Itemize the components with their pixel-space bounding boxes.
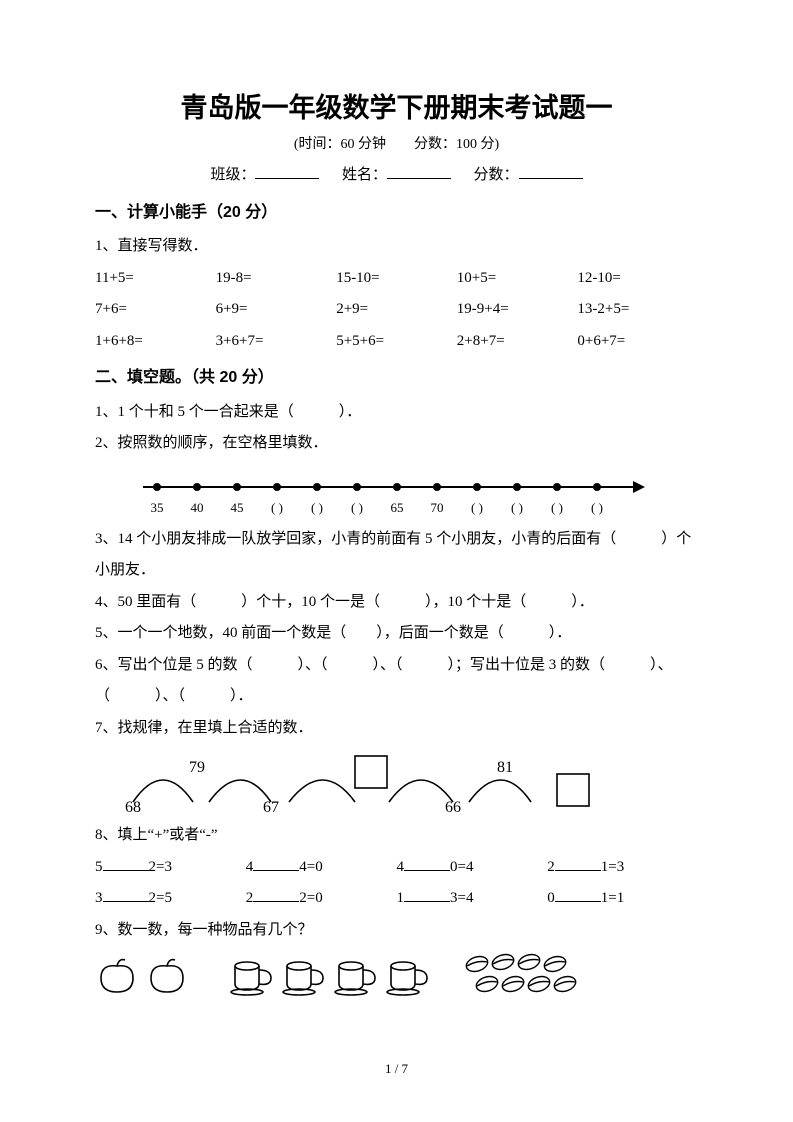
op-blank[interactable] bbox=[555, 887, 601, 902]
q8-cell: 13=4 bbox=[397, 883, 548, 915]
calc-cell: 11+5= bbox=[95, 263, 216, 295]
number-line-dot bbox=[193, 483, 201, 491]
op-blank[interactable] bbox=[253, 887, 299, 902]
s2-q5: 5、一个一个地数，40 前面一个数是（ ），后面一个数是（ ）． bbox=[95, 618, 698, 650]
bean-icon bbox=[463, 952, 583, 998]
q7-diagram: 68 79 67 66 81 bbox=[113, 750, 633, 820]
number-line-dot bbox=[473, 483, 481, 491]
score-label: 分数： bbox=[474, 167, 519, 183]
q7-n-b: 79 bbox=[189, 759, 205, 776]
q9-illustrations bbox=[95, 952, 698, 998]
number-line-label: 40 bbox=[191, 494, 204, 521]
number-line-label: ( ) bbox=[471, 494, 483, 521]
q8-row: 32=5 22=0 13=4 01=1 bbox=[95, 883, 698, 915]
q8-cell: 21=3 bbox=[547, 852, 698, 884]
s1-q1-label: 1、直接写得数． bbox=[95, 231, 698, 263]
calc-cell: 15-10= bbox=[336, 263, 457, 295]
number-line-label: ( ) bbox=[511, 494, 523, 521]
calc-cell: 2+8+7= bbox=[457, 326, 578, 358]
calc-grid: 11+5= 19-8= 15-10= 10+5= 12-10= 7+6= 6+9… bbox=[95, 263, 698, 358]
s2-q7: 7、找规律，在里填上合适的数． bbox=[95, 713, 698, 745]
q8-cell: 40=4 bbox=[397, 852, 548, 884]
number-line-label: 35 bbox=[151, 494, 164, 521]
calc-cell: 13-2+5= bbox=[577, 294, 698, 326]
page-title: 青岛版一年级数学下册期末考试题一 bbox=[95, 90, 698, 128]
number-line: 35 40 45 ( ) ( ) ( ) 65 70 ( ) ( ) ( ) ( ) bbox=[143, 478, 643, 518]
section-2-heading: 二、填空题。（共 20 分） bbox=[95, 361, 698, 395]
s2-q6: 6、写出个位是 5 的数（ ）、（ ）、（ ）；写出十位是 3 的数（ ）、（ … bbox=[95, 650, 698, 713]
op-blank[interactable] bbox=[404, 887, 450, 902]
q8-cell: 32=5 bbox=[95, 883, 246, 915]
number-line-dot bbox=[273, 483, 281, 491]
number-line-dot bbox=[353, 483, 361, 491]
q7-n-e: 81 bbox=[497, 759, 513, 776]
number-line-dot bbox=[153, 483, 161, 491]
calc-cell: 19-8= bbox=[216, 263, 337, 295]
calc-cell: 0+6+7= bbox=[577, 326, 698, 358]
class-blank[interactable] bbox=[255, 164, 319, 179]
q7-n-c: 67 bbox=[263, 799, 279, 816]
s2-q1: 1、1 个十和 5 个一合起来是（ ）． bbox=[95, 397, 698, 429]
s2-q2: 2、按照数的顺序，在空格里填数． bbox=[95, 428, 698, 460]
score-blank[interactable] bbox=[519, 164, 583, 179]
calc-row: 11+5= 19-8= 15-10= 10+5= 12-10= bbox=[95, 263, 698, 295]
number-line-dot bbox=[553, 483, 561, 491]
number-line-label: ( ) bbox=[271, 494, 283, 521]
number-line-label: ( ) bbox=[351, 494, 363, 521]
q7-n-d: 66 bbox=[445, 799, 461, 816]
cup-icon bbox=[229, 954, 429, 996]
number-line-label: ( ) bbox=[551, 494, 563, 521]
q8-row: 52=3 44=0 40=4 21=3 bbox=[95, 852, 698, 884]
s2-q8: 8、填上“+”或者“-” bbox=[95, 820, 698, 852]
q8-cell: 52=3 bbox=[95, 852, 246, 884]
number-line-label: 45 bbox=[231, 494, 244, 521]
op-blank[interactable] bbox=[253, 856, 299, 871]
section-1-heading: 一、计算小能手（20 分） bbox=[95, 196, 698, 230]
info-line: 班级： 姓名： 分数： bbox=[95, 160, 698, 192]
op-blank[interactable] bbox=[404, 856, 450, 871]
q7-n-a: 68 bbox=[125, 799, 141, 816]
calc-cell: 10+5= bbox=[457, 263, 578, 295]
page-number: 1 / 7 bbox=[0, 1055, 793, 1082]
calc-cell: 1+6+8= bbox=[95, 326, 216, 358]
number-line-dot bbox=[233, 483, 241, 491]
calc-row: 7+6= 6+9= 2+9= 19-9+4= 13-2+5= bbox=[95, 294, 698, 326]
number-line-label: 65 bbox=[391, 494, 404, 521]
number-line-label: ( ) bbox=[591, 494, 603, 521]
arrow-right-icon bbox=[633, 481, 645, 493]
s2-q3: 3、14 个小朋友排成一队放学回家，小青的前面有 5 个小朋友，小青的后面有（ … bbox=[95, 524, 698, 587]
number-line-label: 70 bbox=[431, 494, 444, 521]
q8-cell: 22=0 bbox=[246, 883, 397, 915]
q8-cell: 01=1 bbox=[547, 883, 698, 915]
number-line-label: ( ) bbox=[311, 494, 323, 521]
apple-icon bbox=[95, 954, 195, 996]
q8-grid: 52=3 44=0 40=4 21=3 32=5 22=0 13=4 01=1 bbox=[95, 852, 698, 915]
calc-cell: 3+6+7= bbox=[216, 326, 337, 358]
page-subtitle: (时间：60 分钟 分数：100 分) bbox=[95, 134, 698, 156]
op-blank[interactable] bbox=[103, 887, 149, 902]
calc-cell: 7+6= bbox=[95, 294, 216, 326]
number-line-dot bbox=[433, 483, 441, 491]
number-line-dot bbox=[513, 483, 521, 491]
calc-cell: 2+9= bbox=[336, 294, 457, 326]
calc-cell: 6+9= bbox=[216, 294, 337, 326]
name-label: 姓名： bbox=[342, 167, 387, 183]
number-line-dot bbox=[313, 483, 321, 491]
class-label: 班级： bbox=[210, 167, 255, 183]
calc-cell: 19-9+4= bbox=[457, 294, 578, 326]
op-blank[interactable] bbox=[103, 856, 149, 871]
name-blank[interactable] bbox=[387, 164, 451, 179]
q8-cell: 44=0 bbox=[246, 852, 397, 884]
calc-cell: 12-10= bbox=[577, 263, 698, 295]
s2-q9: 9、数一数，每一种物品有几个？ bbox=[95, 915, 698, 947]
calc-cell: 5+5+6= bbox=[336, 326, 457, 358]
op-blank[interactable] bbox=[555, 856, 601, 871]
number-line-dot bbox=[593, 483, 601, 491]
number-line-dot bbox=[393, 483, 401, 491]
calc-row: 1+6+8= 3+6+7= 5+5+6= 2+8+7= 0+6+7= bbox=[95, 326, 698, 358]
s2-q4: 4、50 里面有（ ）个十，10 个一是（ ），10 个十是（ ）． bbox=[95, 587, 698, 619]
